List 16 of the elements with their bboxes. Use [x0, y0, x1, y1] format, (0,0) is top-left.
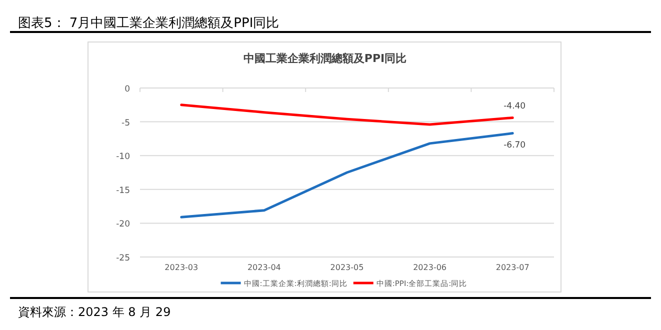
y-tick-label: -10 [116, 152, 130, 162]
x-tick-label: 2023-04 [247, 263, 281, 272]
x-tick-label: 2023-07 [496, 263, 530, 272]
x-tick-label: 2023-05 [330, 263, 364, 272]
y-tick-label: -5 [122, 118, 130, 128]
y-tick-label: -15 [116, 186, 130, 196]
source-note: 資料來源：2023 年 8 月 29 [18, 305, 171, 319]
chart-subtitle: 中國工業企業利潤總額及PPI同比 [243, 52, 407, 65]
x-tick-label: 2023-06 [413, 263, 447, 272]
y-tick-label: -20 [116, 220, 130, 230]
y-tick-label: -25 [116, 254, 130, 264]
data-label: -4.40 [504, 102, 526, 112]
y-tick-label: 0 [124, 84, 130, 94]
x-tick-label: 2023-03 [164, 263, 198, 272]
data-label: -6.70 [504, 140, 526, 150]
chart-title: 图表5： 7月中國工業企業利潤總額及PPI同比 [18, 16, 280, 31]
